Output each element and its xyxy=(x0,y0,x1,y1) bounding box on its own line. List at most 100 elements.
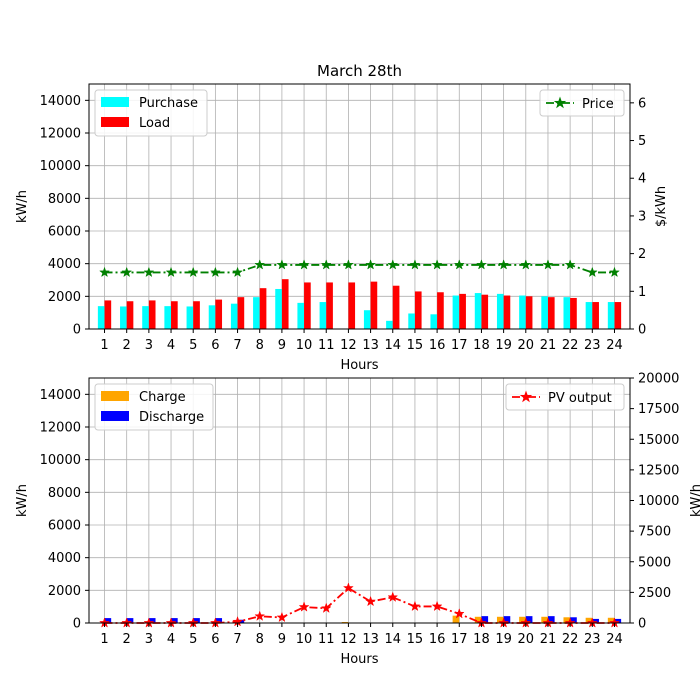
legend-marker xyxy=(553,96,567,109)
x-tick-label: 14 xyxy=(384,632,401,647)
bar-purchase xyxy=(386,320,393,329)
point-price xyxy=(564,259,576,270)
bar-load xyxy=(370,281,378,329)
x-axis-label: Hours xyxy=(340,652,378,667)
x-tick-label: 6 xyxy=(211,338,219,353)
bar-load xyxy=(348,282,356,329)
y-tick-label: 8000 xyxy=(48,486,81,501)
bar-purchase xyxy=(408,313,415,329)
x-tick-label: 24 xyxy=(606,338,623,353)
bar-load xyxy=(503,295,511,329)
x-tick-label: 9 xyxy=(278,338,286,353)
point-price xyxy=(143,266,155,278)
x-tick-label: 1 xyxy=(100,338,108,353)
y-tick-label: 10000 xyxy=(40,159,81,174)
bar-load xyxy=(614,302,622,329)
x-tick-label: 23 xyxy=(584,338,601,353)
legend-label: Discharge xyxy=(139,410,204,425)
bar-discharge xyxy=(525,616,533,623)
y2-tick-label: 6 xyxy=(638,96,646,111)
y2-tick-label: 3 xyxy=(638,209,646,224)
point-pv-output xyxy=(320,602,332,613)
x-tick-label: 12 xyxy=(340,632,357,647)
x-tick-label: 5 xyxy=(189,338,197,353)
y2-tick-label: 4 xyxy=(638,172,646,187)
bar-purchase xyxy=(496,293,504,329)
legend-box xyxy=(505,383,625,411)
bar-load xyxy=(570,297,577,329)
y2-axis-label: $/kWh xyxy=(654,186,669,227)
bar-purchase xyxy=(186,306,194,329)
y2-tick-label: 1 xyxy=(638,285,646,300)
y2-tick-label: 0 xyxy=(638,617,646,632)
point-price xyxy=(542,259,554,270)
x-tick-label: 11 xyxy=(318,338,335,353)
x-tick-label: 3 xyxy=(145,338,153,353)
bar-load xyxy=(148,300,156,329)
y2-tick-label: 20000 xyxy=(638,372,679,387)
legend-swatch xyxy=(101,117,129,127)
point-price xyxy=(209,266,221,278)
point-price xyxy=(387,259,399,270)
point-pv-output xyxy=(276,611,288,623)
legend-label: Purchase xyxy=(139,96,198,111)
x-tick-label: 16 xyxy=(429,632,446,647)
y2-tick-label: 10000 xyxy=(638,494,679,509)
bar-load xyxy=(525,296,533,329)
x-tick-label: 7 xyxy=(233,338,241,353)
x-tick-label: 4 xyxy=(167,338,175,353)
bottom-chart: 1 2 3 4 5 6 7 8 9 10 11 12 13 14 15 16 17 18 19 20 21 22 23 240… xyxy=(15,372,700,668)
x-tick-label: 7 xyxy=(233,632,241,647)
y-tick-label: 8000 xyxy=(48,192,81,207)
legend-marker xyxy=(519,390,533,403)
bar-discharge xyxy=(104,618,112,623)
bar-purchase xyxy=(563,297,571,329)
y2-tick-label: 7500 xyxy=(638,525,671,540)
bar-purchase xyxy=(541,296,548,329)
y-tick-label: 6000 xyxy=(48,225,81,240)
x-tick-label: 5 xyxy=(189,632,197,647)
x-tick-label: 6 xyxy=(211,632,219,647)
y-tick-label: 12000 xyxy=(40,421,81,436)
bar-purchase xyxy=(452,295,460,329)
y2-axis-label: kW/h xyxy=(689,484,700,517)
y2-tick-label: 0 xyxy=(638,323,646,338)
bar-purchase xyxy=(519,295,526,329)
bar-purchase xyxy=(164,306,172,329)
bar-load xyxy=(171,301,178,329)
point-price xyxy=(276,259,288,270)
bar-discharge xyxy=(148,618,156,623)
x-tick-label: 1 xyxy=(100,632,108,647)
bar-purchase xyxy=(97,306,105,329)
x-tick-label: 22 xyxy=(562,338,579,353)
bar-discharge xyxy=(481,616,489,623)
x-tick-label: 24 xyxy=(606,632,623,647)
bar-load xyxy=(215,299,223,329)
x-tick-label: 18 xyxy=(473,338,490,353)
point-price xyxy=(232,266,244,278)
point-price xyxy=(298,259,310,270)
bar-load xyxy=(304,282,311,329)
bar-load xyxy=(592,302,599,329)
x-tick-label: 14 xyxy=(384,338,401,353)
point-pv-output xyxy=(254,610,266,621)
point-price xyxy=(254,259,266,270)
point-pv-output xyxy=(431,600,443,612)
bar-purchase xyxy=(319,302,327,329)
bar-load xyxy=(104,300,112,329)
bar-charge xyxy=(563,617,571,623)
x-tick-label: 15 xyxy=(407,632,424,647)
y2-tick-label: 12500 xyxy=(638,463,679,478)
point-price xyxy=(342,259,354,270)
x-tick-label: 19 xyxy=(495,632,512,647)
bar-discharge xyxy=(592,618,599,623)
point-pv-output xyxy=(298,601,310,612)
x-tick-label: 2 xyxy=(123,338,131,353)
bar-discharge xyxy=(547,616,555,623)
x-tick-label: 15 xyxy=(407,338,424,353)
x-tick-label: 22 xyxy=(562,632,579,647)
bar-discharge xyxy=(215,618,223,623)
y2-tick-label: 15000 xyxy=(638,433,679,448)
bar-charge xyxy=(496,616,504,623)
